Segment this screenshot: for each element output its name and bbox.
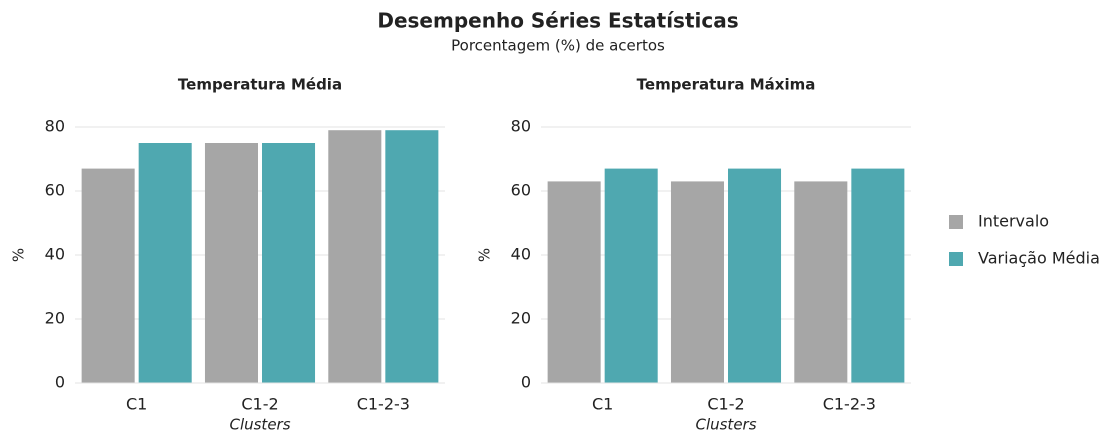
bar xyxy=(385,130,439,383)
bar xyxy=(262,143,316,383)
x-axis-label: Clusters xyxy=(695,416,756,432)
y-tick-label: 0 xyxy=(55,373,65,392)
bar xyxy=(81,168,135,383)
x-tick-label: C1 xyxy=(126,395,147,414)
x-tick-label: C1-2-3 xyxy=(823,395,876,414)
bar xyxy=(204,143,258,383)
legend-label: Variação Média xyxy=(978,249,1100,268)
legend-label: Intervalo xyxy=(978,212,1049,231)
bar xyxy=(670,181,724,383)
y-tick-label: 60 xyxy=(511,181,531,200)
panel-title: Temperatura Máxima xyxy=(637,76,816,94)
bar xyxy=(728,168,782,383)
y-tick-label: 20 xyxy=(511,309,531,328)
y-tick-label: 20 xyxy=(45,309,65,328)
panel-title: Temperatura Média xyxy=(178,76,342,94)
bar xyxy=(794,181,848,383)
x-tick-label: C1-2-3 xyxy=(357,395,410,414)
x-axis-label: Clusters xyxy=(229,416,290,432)
y-axis-label: % xyxy=(476,248,494,262)
y-tick-label: 40 xyxy=(45,245,65,264)
x-tick-label: C1 xyxy=(592,395,613,414)
legend-swatch xyxy=(949,215,963,229)
y-tick-label: 40 xyxy=(511,245,531,264)
y-tick-label: 60 xyxy=(45,181,65,200)
chart-title: Desempenho Séries Estatísticas xyxy=(377,9,738,33)
bar xyxy=(547,181,601,383)
x-tick-label: C1-2 xyxy=(707,395,744,414)
x-tick-label: C1-2 xyxy=(241,395,278,414)
legend-swatch xyxy=(949,252,963,266)
bar xyxy=(328,130,382,383)
bar xyxy=(604,168,658,383)
y-tick-label: 0 xyxy=(521,373,531,392)
y-tick-label: 80 xyxy=(45,117,65,136)
bar xyxy=(851,168,905,383)
bar xyxy=(138,143,192,383)
y-axis-label: % xyxy=(10,248,28,262)
chart-subtitle: Porcentagem (%) de acertos xyxy=(451,37,665,55)
y-tick-label: 80 xyxy=(511,117,531,136)
